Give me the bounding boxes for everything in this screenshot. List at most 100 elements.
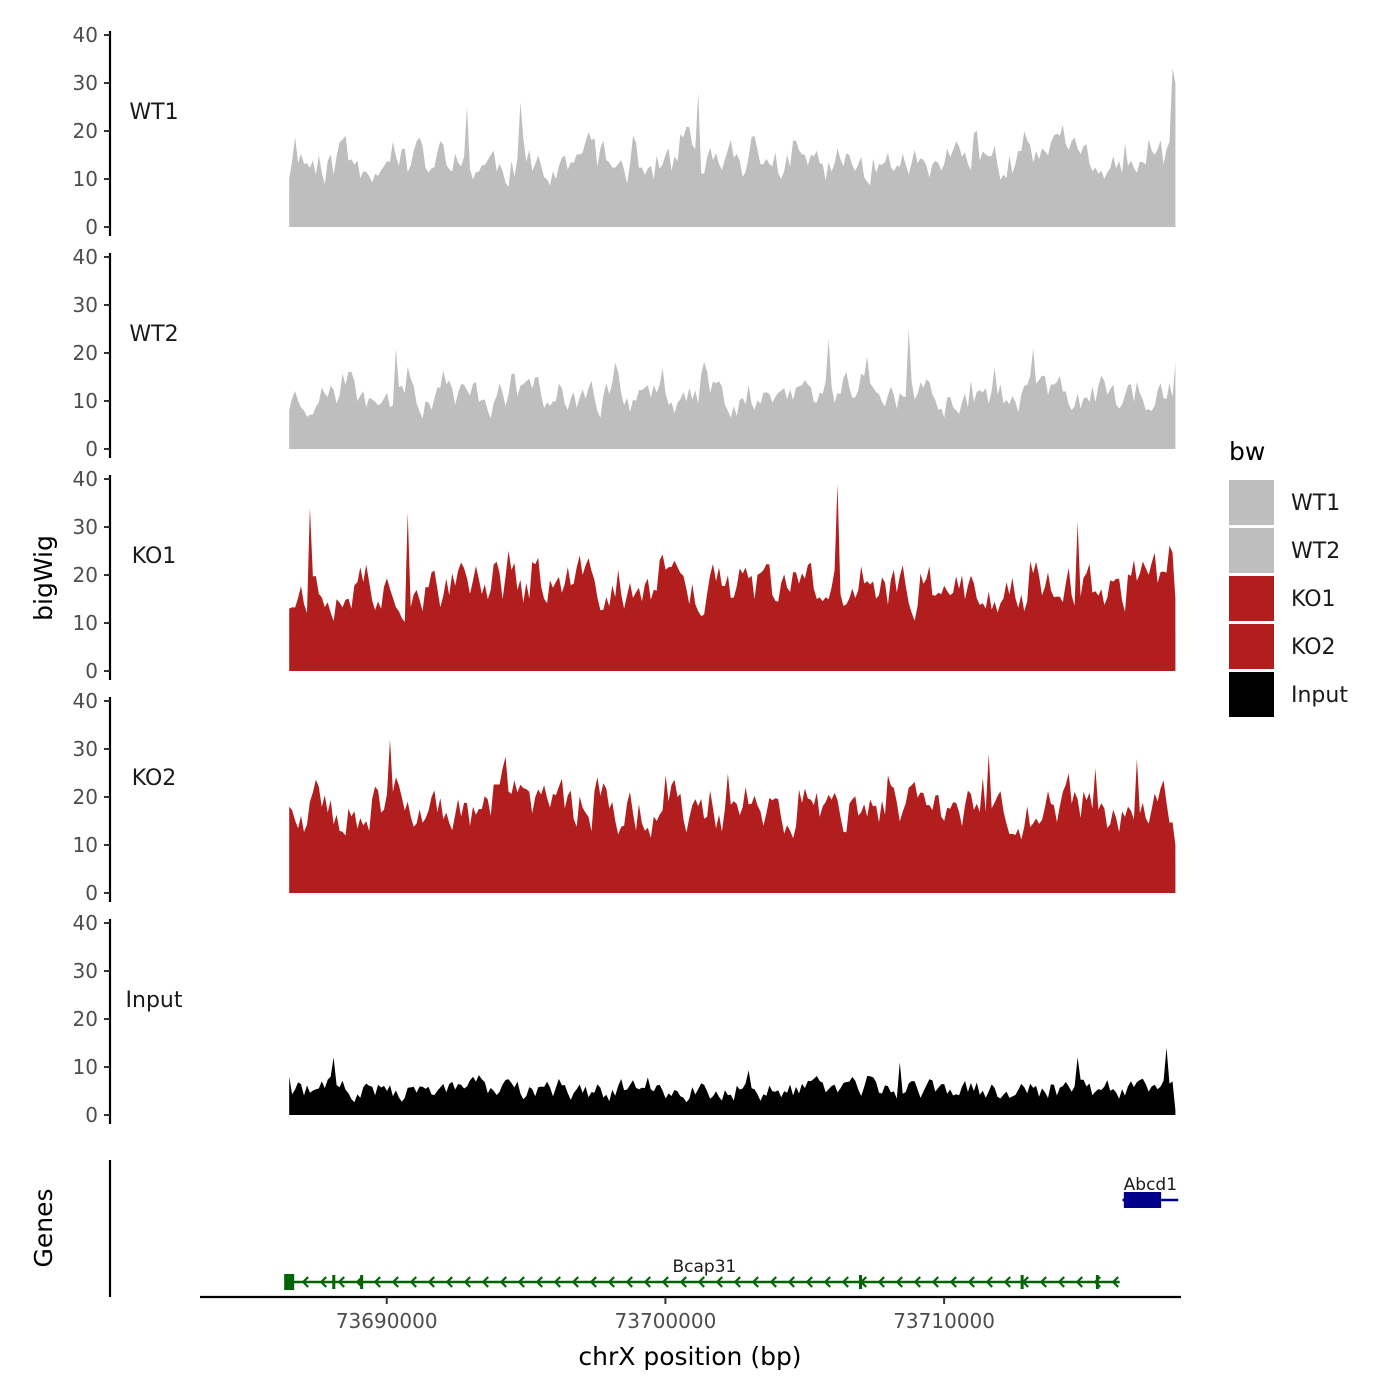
legend-swatch (1229, 480, 1274, 525)
y-tick-label: 0 (85, 881, 98, 905)
strand-arrow (589, 1276, 597, 1288)
y-tick-label: 0 (85, 1103, 98, 1127)
strand-arrow (697, 1276, 705, 1288)
y-tick-label: 20 (73, 119, 98, 143)
legend-label: WT1 (1291, 491, 1340, 516)
strand-arrow (373, 1276, 381, 1288)
strand-arrow (733, 1276, 741, 1288)
strand-arrow (1003, 1276, 1011, 1288)
strand-arrow (301, 1276, 309, 1288)
x-tick-label: 73690000 (336, 1309, 438, 1333)
track-label: WT2 (129, 322, 178, 347)
track-label: KO2 (132, 766, 177, 791)
strand-arrow (1057, 1276, 1065, 1288)
y-tick-label: 10 (73, 1055, 98, 1079)
strand-arrow (517, 1276, 525, 1288)
y-tick-label: 40 (73, 689, 98, 713)
legend-item-wt2: WT2 (1229, 528, 1340, 573)
legend-swatch (1229, 624, 1274, 669)
y-tick-label: 20 (73, 563, 98, 587)
track-label: Input (126, 988, 183, 1013)
gene-abcd1: Abcd1 (1122, 1175, 1179, 1208)
panel-wt1: 0 10 20 30 40 WT1 (73, 23, 1176, 239)
signal-area-wt1 (289, 68, 1176, 227)
signal-area-ko1 (289, 483, 1176, 671)
strand-arrow (319, 1276, 327, 1288)
axis-titles: bigWig Genes chrX position (bp) (29, 535, 802, 1371)
legend-item-ko1: KO1 (1229, 576, 1336, 621)
legend-label: WT2 (1291, 539, 1340, 564)
y-tick-label: 40 (73, 245, 98, 269)
legend-label: KO1 (1291, 587, 1336, 612)
y-tick-label: 30 (73, 515, 98, 539)
panel-wt2: 0 10 20 30 40 WT2 (73, 245, 1176, 461)
strand-arrow (643, 1276, 651, 1288)
legend-swatch (1229, 672, 1274, 717)
panel-ko2: 0 10 20 30 40 KO2 (73, 689, 1176, 905)
exon (1020, 1275, 1024, 1289)
strand-arrow (751, 1276, 759, 1288)
y-tick-label: 40 (73, 23, 98, 47)
strand-arrow (967, 1276, 975, 1288)
legend-label: KO2 (1291, 635, 1336, 660)
gene-label: Bcap31 (673, 1257, 737, 1277)
legend-item-wt1: WT1 (1229, 480, 1340, 525)
legend-label: Input (1291, 683, 1348, 708)
y-tick-label: 10 (73, 389, 98, 413)
legend-item-ko2: KO2 (1229, 624, 1336, 669)
strand-arrow (661, 1276, 669, 1288)
strand-arrow (625, 1276, 633, 1288)
strand-arrow (499, 1276, 507, 1288)
genes-panel: Bcap31 Abcd1 (108, 1160, 1179, 1297)
exon (360, 1275, 364, 1289)
panel-ko1: 0 10 20 30 40 KO1 (73, 467, 1176, 683)
strand-arrow (985, 1276, 993, 1288)
x-axis-title: chrX position (bp) (578, 1342, 801, 1371)
x-tick-label: 73700000 (615, 1309, 717, 1333)
signal-area-input (289, 1047, 1176, 1115)
y-tick-label: 0 (85, 659, 98, 683)
panel-input: 0 10 20 30 40 Input (73, 911, 1176, 1127)
legend-swatch (1229, 528, 1274, 573)
y-tick-label: 10 (73, 167, 98, 191)
y-tick-label: 30 (73, 959, 98, 983)
legend-item-input: Input (1229, 672, 1348, 717)
gene-bcap31: Bcap31 (284, 1257, 1120, 1290)
y-tick-label: 20 (73, 785, 98, 809)
strand-arrow (787, 1276, 795, 1288)
strand-arrow (949, 1276, 957, 1288)
exon (284, 1274, 295, 1290)
y-tick-label: 0 (85, 215, 98, 239)
legend-swatch (1229, 576, 1274, 621)
strand-arrow (463, 1276, 471, 1288)
strand-arrow (1111, 1276, 1119, 1288)
exon (332, 1275, 336, 1289)
strand-arrow (553, 1276, 561, 1288)
y-tick-label: 30 (73, 293, 98, 317)
legend: bw WT1 WT2 KO1 KO2 Input (1229, 437, 1348, 717)
signal-area-wt2 (289, 329, 1176, 449)
strand-arrow (841, 1276, 849, 1288)
strand-arrow (535, 1276, 543, 1288)
strand-arrow (895, 1276, 903, 1288)
y-tick-label: 30 (73, 737, 98, 761)
strand-arrow (715, 1276, 723, 1288)
y-tick-label: 0 (85, 437, 98, 461)
y-axis-title: bigWig (29, 535, 58, 621)
y-tick-label: 30 (73, 71, 98, 95)
track-label: WT1 (129, 100, 178, 125)
y-tick-label: 20 (73, 341, 98, 365)
exon-block (1126, 1192, 1162, 1208)
strand-arrow (931, 1276, 939, 1288)
strand-arrow (823, 1276, 831, 1288)
genes-axis-title: Genes (29, 1188, 58, 1267)
strand-arrow (337, 1276, 345, 1288)
gene-label: Abcd1 (1124, 1175, 1177, 1195)
x-tick-label: 73710000 (893, 1309, 995, 1333)
strand-arrow (1039, 1276, 1047, 1288)
strand-arrow (481, 1276, 489, 1288)
exon (1095, 1275, 1099, 1289)
strand-arrow (805, 1276, 813, 1288)
strand-arrow (409, 1276, 417, 1288)
